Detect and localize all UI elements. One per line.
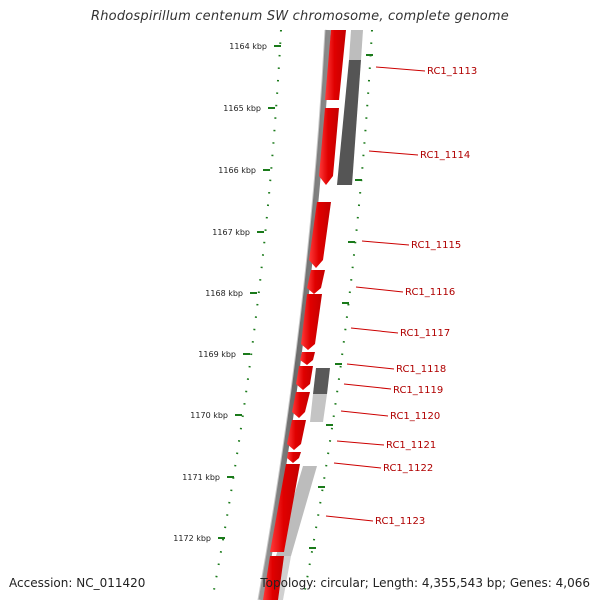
leader-line — [375, 66, 426, 72]
cds-features — [263, 30, 346, 600]
gene-label-rc1-1120: RC1_1120 — [390, 411, 440, 422]
inner-dotted-track — [213, 29, 282, 591]
tick-labels: 1164 kbp 1165 kbp 1166 kbp 1167 kbp 1168… — [173, 42, 267, 543]
tick-label-1169: 1169 kbp — [198, 350, 236, 359]
gene-label-rc1-1113: RC1_1113 — [427, 66, 477, 77]
cds-arrow — [270, 464, 300, 552]
gc-bar-1119 — [313, 368, 330, 394]
gc-bar-1120 — [310, 394, 327, 422]
backbone-highlight — [257, 29, 326, 600]
leader-line — [325, 515, 374, 522]
cds-arrow — [287, 420, 306, 450]
leader-line — [368, 150, 419, 156]
cds-arrow — [300, 352, 315, 365]
gene-label-rc1-1118: RC1_1118 — [396, 364, 446, 375]
gene-label-rc1-1122: RC1_1122 — [383, 463, 433, 474]
gene-label-lines — [325, 66, 426, 522]
leader-line — [336, 440, 385, 446]
gc-bar-1113 — [337, 60, 361, 185]
tick-label-1168: 1168 kbp — [205, 289, 243, 298]
cds-arrow — [307, 270, 325, 294]
gene-label-rc1-1114: RC1_1114 — [420, 150, 470, 161]
cds-arrow — [292, 392, 310, 418]
leader-line — [350, 327, 399, 334]
leader-line — [346, 363, 395, 370]
position-ticks — [218, 45, 281, 539]
genome-summary-text: Topology: circular; Length: 4,355,543 bp… — [260, 576, 590, 590]
cds-arrow — [296, 366, 313, 390]
tick-label-1172: 1172 kbp — [173, 534, 211, 543]
accession-text: Accession: NC_011420 — [9, 576, 146, 590]
tick-label-1170: 1170 kbp — [190, 411, 228, 420]
gene-label-rc1-1115: RC1_1115 — [411, 240, 461, 251]
cds-arrow — [287, 452, 301, 463]
tick-label-1166: 1166 kbp — [218, 166, 256, 175]
gene-label-rc1-1121: RC1_1121 — [386, 440, 436, 451]
map-title: Rhodospirillum centenum SW chromosome, c… — [91, 9, 509, 24]
leader-line — [361, 240, 410, 246]
cds-arrow — [309, 202, 331, 268]
tick-label-1164: 1164 kbp — [229, 42, 267, 51]
tick-label-1167: 1167 kbp — [212, 228, 250, 237]
cds-arrow — [263, 556, 284, 600]
leader-line — [343, 383, 392, 390]
gene-labels: RC1_1113 RC1_1114 RC1_1115 RC1_1116 RC1_… — [375, 66, 477, 527]
leader-line — [333, 462, 382, 469]
gc-bar-top-light — [349, 30, 363, 60]
outer-ticks — [309, 54, 373, 549]
gene-label-rc1-1117: RC1_1117 — [400, 328, 450, 339]
leader-line — [340, 410, 389, 417]
chromosome-backbone — [258, 29, 331, 600]
tick-label-1171: 1171 kbp — [182, 473, 220, 482]
cds-arrow — [319, 108, 339, 185]
cds-arrow — [325, 30, 346, 100]
tick-label-1165: 1165 kbp — [223, 104, 261, 113]
gene-label-rc1-1116: RC1_1116 — [405, 287, 455, 298]
leader-line — [355, 286, 404, 293]
cds-arrow — [301, 294, 322, 350]
gene-label-rc1-1123: RC1_1123 — [375, 516, 425, 527]
gene-label-rc1-1119: RC1_1119 — [393, 385, 443, 396]
